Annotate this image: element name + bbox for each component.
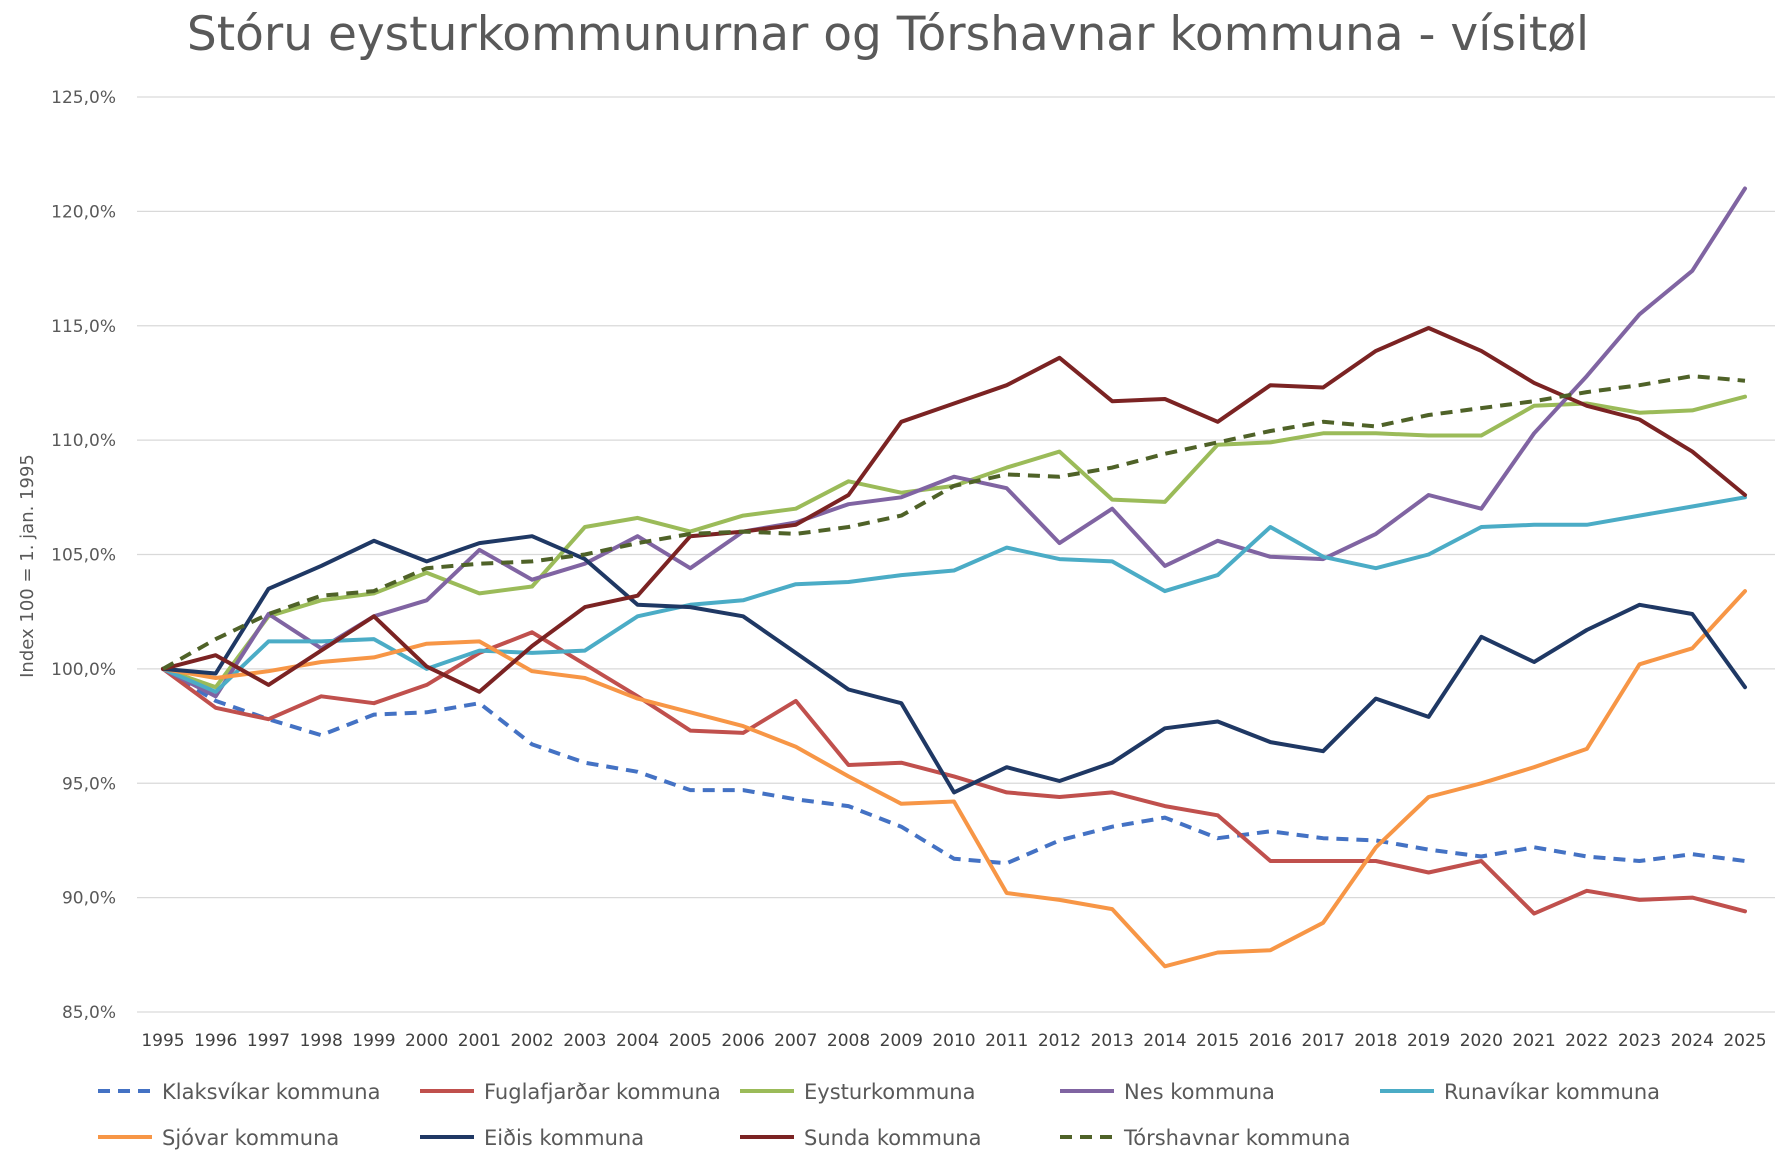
x-tick-label: 2018 [1354, 1031, 1397, 1051]
legend-item: Runavíkar kommuna [1380, 1080, 1660, 1104]
x-tick-label: 2002 [511, 1031, 554, 1051]
legend-label: Nes kommuna [1124, 1080, 1275, 1104]
x-tick-label: 2006 [721, 1031, 764, 1051]
legend-item: Fuglafjarðar kommuna [420, 1080, 721, 1104]
x-tick-label: 2023 [1618, 1031, 1661, 1051]
legend-label: Sunda kommuna [804, 1126, 982, 1150]
x-tick-label: 2020 [1460, 1031, 1503, 1051]
gridlines [137, 96, 1775, 1013]
series-line-klaksv-kar-kommuna [161, 667, 1746, 866]
legend-label: Runavíkar kommuna [1444, 1080, 1660, 1104]
x-tick-label: 2004 [616, 1031, 659, 1051]
x-tick-label: 2012 [1038, 1031, 1081, 1051]
x-tick-label: 2010 [932, 1031, 975, 1051]
x-tick-label: 2009 [880, 1031, 923, 1051]
y-tick-label: 85,0% [62, 1003, 116, 1023]
y-tick-label: 90,0% [62, 889, 116, 909]
legend-item: Tórshavnar kommuna [1060, 1126, 1350, 1150]
series-line-t-rshavnar-kommuna [162, 374, 1746, 671]
legend-item: Sunda kommuna [740, 1126, 982, 1150]
legend-label: Sjóvar kommuna [162, 1126, 339, 1150]
series-line-ei-is-kommuna [161, 534, 1747, 795]
x-tick-label: 2025 [1723, 1031, 1766, 1051]
legend-item: Sjóvar kommuna [98, 1126, 339, 1150]
series-line-fuglafjar-ar-kommuna [161, 630, 1747, 916]
y-tick-label: 125,0% [51, 88, 116, 108]
y-tick-label: 115,0% [51, 317, 116, 337]
legend-label: Eysturkommuna [804, 1080, 975, 1104]
x-tick-label: 2024 [1671, 1031, 1714, 1051]
x-tick-label: 1997 [247, 1031, 290, 1051]
legend-item: Eiðis kommuna [420, 1126, 644, 1150]
x-tick-label: 1996 [194, 1031, 237, 1051]
x-tick-label: 2013 [1091, 1031, 1134, 1051]
x-tick-label: 2005 [669, 1031, 712, 1051]
x-tick-label: 2014 [1143, 1031, 1186, 1051]
x-tick-label: 1995 [141, 1031, 184, 1051]
x-tick-label: 2000 [405, 1031, 448, 1051]
x-tick-label: 2001 [458, 1031, 501, 1051]
series-lines [161, 186, 1747, 969]
x-axis-ticks: 1995 1996 1997 1998 1999 2000 2001 2002 2003 2004… [141, 1031, 1766, 1051]
x-tick-label: 2003 [563, 1031, 606, 1051]
legend-item: Nes kommuna [1060, 1080, 1275, 1104]
x-tick-label: 2019 [1407, 1031, 1450, 1051]
legend-label: Klaksvíkar kommuna [162, 1080, 380, 1104]
y-tick-label: 120,0% [51, 202, 116, 222]
series-line-sunda-kommuna [161, 326, 1747, 694]
x-tick-label: 2011 [985, 1031, 1028, 1051]
legend-item: Eysturkommuna [740, 1080, 975, 1104]
x-tick-label: 2021 [1512, 1031, 1555, 1051]
legend-label: Eiðis kommuna [484, 1126, 644, 1150]
y-axis-ticks: 85,0% 90,0% 95,0% 100,0% 105,0% 110,0% 115,0% 1… [51, 88, 116, 1023]
x-tick-label: 2008 [827, 1031, 870, 1051]
x-tick-label: 2015 [1196, 1031, 1239, 1051]
y-axis-label: Index 100 = 1. jan. 1995 [17, 454, 38, 678]
legend-item: Klaksvíkar kommuna [98, 1080, 380, 1104]
x-tick-label: 2016 [1249, 1031, 1292, 1051]
chart-title: Stóru eysturkommunurnar og Tórshavnar ko… [187, 7, 1589, 62]
x-tick-label: 2022 [1565, 1031, 1608, 1051]
y-tick-label: 110,0% [51, 431, 116, 451]
x-tick-label: 2017 [1302, 1031, 1345, 1051]
y-tick-label: 105,0% [51, 546, 116, 566]
legend-label: Fuglafjarðar kommuna [484, 1080, 721, 1104]
y-tick-label: 100,0% [51, 660, 116, 680]
x-tick-label: 1998 [300, 1031, 343, 1051]
legend-label: Tórshavnar kommuna [1123, 1126, 1350, 1150]
legend: Klaksvíkar kommuna Fuglafjarðar kommuna Ey… [98, 1080, 1660, 1150]
x-tick-label: 2007 [774, 1031, 817, 1051]
x-tick-label: 1999 [352, 1031, 395, 1051]
series-line-sj-var-kommuna [161, 589, 1747, 969]
series-line-runav-kar-kommuna [161, 495, 1747, 694]
series-line-nes-kommuna [161, 186, 1747, 699]
y-tick-label: 95,0% [62, 774, 116, 794]
